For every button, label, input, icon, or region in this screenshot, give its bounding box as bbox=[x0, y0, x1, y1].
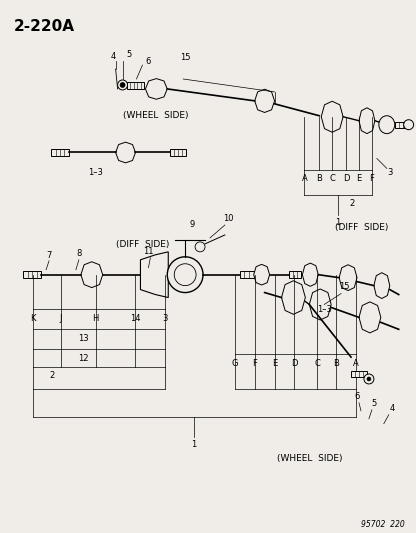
Text: 4: 4 bbox=[389, 404, 394, 413]
Text: 1–3: 1–3 bbox=[88, 168, 103, 177]
Circle shape bbox=[120, 83, 125, 87]
Text: 3: 3 bbox=[387, 168, 392, 177]
Circle shape bbox=[167, 257, 203, 293]
Text: A: A bbox=[353, 359, 359, 368]
Bar bbox=[51, 149, 69, 156]
Text: 7: 7 bbox=[46, 251, 52, 260]
Polygon shape bbox=[310, 289, 331, 320]
Text: F: F bbox=[252, 359, 257, 368]
Circle shape bbox=[364, 374, 374, 384]
Text: 14: 14 bbox=[130, 314, 141, 323]
Text: (WHEEL  SIDE): (WHEEL SIDE) bbox=[123, 111, 188, 120]
Polygon shape bbox=[321, 101, 343, 132]
Circle shape bbox=[118, 80, 128, 90]
Text: 15: 15 bbox=[339, 282, 349, 291]
Text: C: C bbox=[314, 359, 320, 368]
Circle shape bbox=[195, 242, 205, 252]
Bar bbox=[23, 271, 41, 278]
Text: D: D bbox=[343, 174, 349, 183]
Bar bbox=[126, 83, 144, 90]
Polygon shape bbox=[359, 302, 381, 333]
Circle shape bbox=[404, 120, 414, 130]
Text: 1: 1 bbox=[191, 440, 197, 449]
Bar bbox=[170, 149, 186, 156]
Text: 15: 15 bbox=[180, 53, 191, 62]
Text: J: J bbox=[60, 314, 62, 323]
Polygon shape bbox=[302, 263, 318, 286]
Text: 2: 2 bbox=[50, 372, 54, 381]
Polygon shape bbox=[374, 273, 390, 298]
Text: G: G bbox=[232, 359, 238, 368]
Text: B: B bbox=[316, 174, 322, 183]
Polygon shape bbox=[359, 108, 375, 134]
Text: E: E bbox=[272, 359, 277, 368]
Text: 8: 8 bbox=[76, 249, 82, 259]
Text: 3: 3 bbox=[163, 314, 168, 323]
Polygon shape bbox=[282, 281, 305, 314]
Text: 9: 9 bbox=[189, 220, 195, 229]
Text: K: K bbox=[30, 314, 36, 323]
Polygon shape bbox=[339, 265, 357, 290]
Bar bbox=[240, 271, 254, 278]
Text: (DIFF  SIDE): (DIFF SIDE) bbox=[116, 240, 169, 249]
Polygon shape bbox=[141, 252, 168, 297]
Text: 1–3: 1–3 bbox=[317, 305, 332, 314]
Text: 13: 13 bbox=[79, 334, 89, 343]
Polygon shape bbox=[81, 262, 103, 288]
Text: (WHEEL  SIDE): (WHEEL SIDE) bbox=[277, 454, 342, 463]
Text: 1: 1 bbox=[335, 217, 341, 227]
Text: 4: 4 bbox=[111, 52, 116, 61]
Text: 11: 11 bbox=[143, 247, 154, 256]
Text: F: F bbox=[369, 174, 374, 183]
Text: 10: 10 bbox=[223, 214, 233, 223]
Polygon shape bbox=[146, 78, 167, 99]
Circle shape bbox=[174, 264, 196, 286]
Text: (DIFF  SIDE): (DIFF SIDE) bbox=[335, 223, 389, 232]
Bar bbox=[290, 271, 301, 278]
Text: C: C bbox=[329, 174, 335, 183]
Text: 2-220A: 2-220A bbox=[13, 19, 74, 35]
Polygon shape bbox=[116, 142, 136, 163]
Text: E: E bbox=[357, 174, 362, 183]
Circle shape bbox=[367, 377, 371, 381]
Text: 6: 6 bbox=[146, 56, 151, 66]
Text: 95702  220: 95702 220 bbox=[361, 520, 405, 529]
Polygon shape bbox=[255, 89, 275, 112]
Text: 5: 5 bbox=[371, 399, 376, 408]
Text: 2: 2 bbox=[349, 199, 355, 208]
Bar bbox=[395, 122, 407, 128]
Text: A: A bbox=[302, 174, 307, 183]
Text: 6: 6 bbox=[354, 392, 360, 401]
Ellipse shape bbox=[379, 116, 395, 134]
Text: H: H bbox=[93, 314, 99, 323]
Text: 12: 12 bbox=[79, 353, 89, 362]
Text: B: B bbox=[333, 359, 339, 368]
Text: D: D bbox=[291, 359, 298, 368]
Text: 5: 5 bbox=[126, 50, 131, 59]
Polygon shape bbox=[254, 264, 270, 285]
Bar bbox=[351, 370, 367, 377]
